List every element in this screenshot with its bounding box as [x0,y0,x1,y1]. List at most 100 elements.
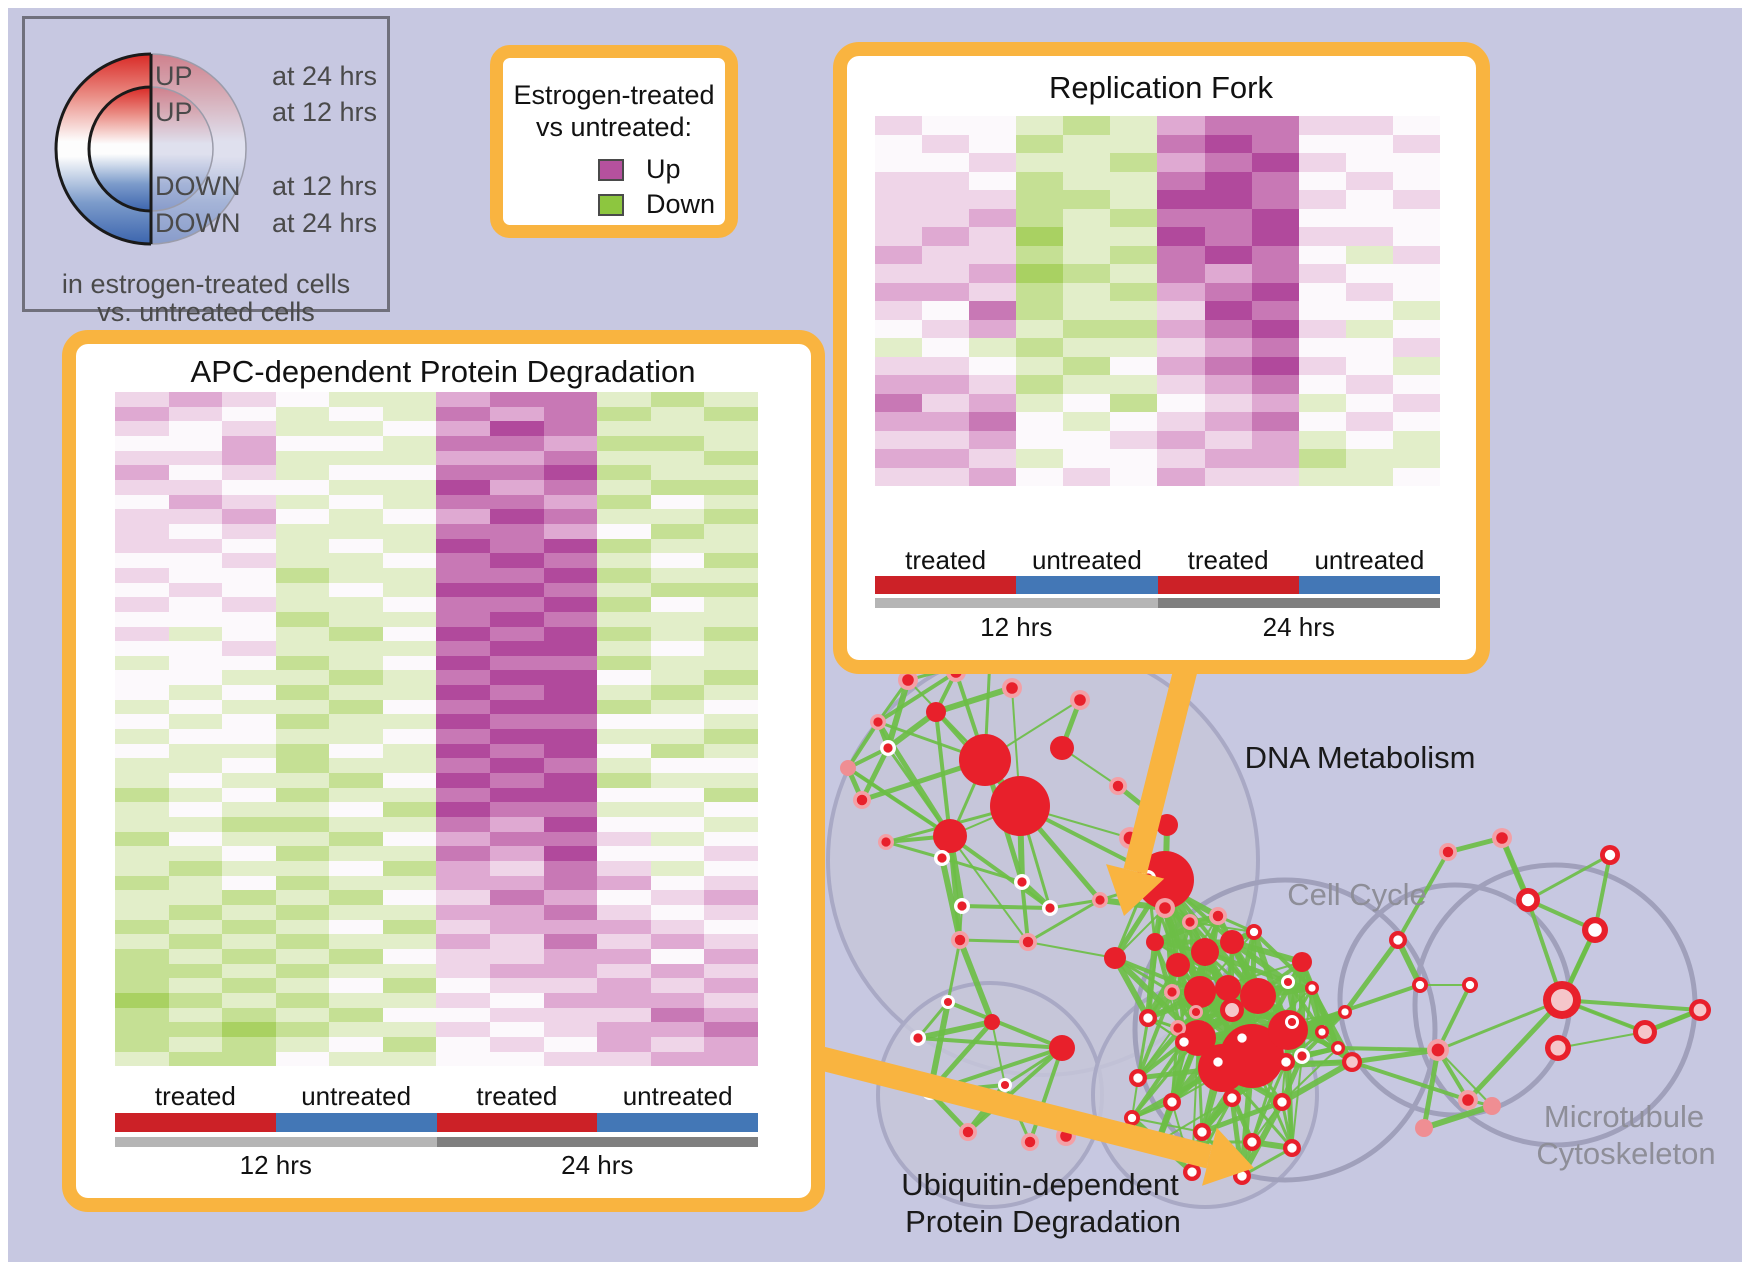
heatmap-cell [543,655,598,671]
heatmap-cell [1298,116,1346,135]
heatmap-cell [490,597,544,612]
heatmap-cell [1298,467,1346,486]
heatmap-cell [704,406,758,422]
heatmap-cell [382,435,437,451]
heatmap-cell [168,1051,223,1067]
heatmap-cell [1298,430,1346,449]
treated-sample-bar [115,1113,276,1132]
heatmap-cell [650,714,705,730]
heatmap-cell [650,861,705,876]
sample-group-label: treated [1187,545,1269,575]
heatmap-cell [275,963,330,979]
network-edge [1027,941,1116,959]
heatmap-row [875,430,1440,449]
heatmap-row [115,699,758,715]
heatmap-row [115,553,758,568]
heatmap-cell [1298,319,1346,338]
heatmap-cell [382,670,437,686]
gene-node-core [1173,1023,1183,1033]
heatmap-cell [490,538,544,554]
heatmap-cell [650,597,705,612]
heatmap-cell [115,538,169,554]
heatmap-cell [1392,375,1440,394]
heatmap-cell [115,553,169,568]
heatmap-cell [168,523,223,539]
gene-node-solid [984,1014,1000,1030]
gene-node-core [1297,1051,1307,1061]
heatmap-cell [704,787,758,803]
sample-group-label: untreated [301,1081,412,1111]
heatmap-cell [704,978,758,993]
heatmap-cell [222,758,276,774]
legend-time-down-24: at 24 hrs [271,208,377,238]
heatmap-cell [222,523,276,539]
network-edge [1423,1103,1493,1131]
heatmap-cell [1063,430,1111,449]
network-edge [1557,1031,1646,1049]
gene-node-solid [1215,975,1241,1001]
heatmap-cell [329,1036,383,1052]
heatmap-cell [115,904,169,920]
heatmap-cell [115,479,169,495]
heatmap-cell [597,890,651,905]
heatmap-cell [382,919,437,935]
heatmap-cell [704,538,758,554]
heatmap-cell [543,567,598,583]
heatmap-cell [1392,190,1440,209]
heatmap-cell [382,406,437,422]
heatmap-cell [222,919,276,935]
heatmap-cell [704,758,758,774]
annotation-arrow-head [1106,864,1165,916]
heatmap-cell [275,846,330,861]
heatmap-cell [436,758,491,774]
heatmap-row [875,319,1440,338]
heatmap-cell [222,450,276,466]
heatmap-cell [969,153,1017,172]
heatmap-cell [1063,375,1111,394]
heatmap-cell [275,567,330,583]
heatmap-cell [704,743,758,759]
legend-time-12: at 12 hrs [271,97,377,127]
heatmap-cell [275,978,330,993]
heatmap-cell [168,406,223,422]
heatmap-cell [1298,356,1346,375]
heatmap-cell [875,116,923,135]
heatmap-row [875,264,1440,283]
heatmap-cell [115,714,169,730]
network-edge [1252,930,1314,990]
heatmap-row [115,948,758,964]
heatmap-cell [168,1022,223,1037]
heatmap-cell [1110,338,1158,357]
gene-node-pink-center [1550,1040,1566,1056]
heatmap-cell [275,875,330,891]
gene-node-solid [1220,930,1244,954]
heatmap-cell [1016,116,1064,135]
heatmap-cell [115,1007,169,1023]
heatmap-cell [704,948,758,964]
heatmap-cell [382,685,437,700]
heatmap-cell [222,831,276,847]
heatmap-cell [1016,134,1064,153]
network-edge [947,1000,1063,1050]
heatmap-cell [1157,412,1205,431]
heatmap-cell [969,227,1017,246]
heatmap-cell [922,338,970,357]
heatmap-cell [275,611,330,627]
heatmap-cell [969,171,1017,190]
heatmap-cell [275,685,330,700]
heatmap-cell [436,523,491,539]
heatmap-cell [543,494,598,510]
heatmap-cell [329,450,383,466]
heatmap-cell [490,1007,544,1023]
heatmap-cell [875,393,923,412]
heatmap-cell [329,802,383,818]
heatmap-cell [650,1022,705,1037]
heatmap-cell [115,817,169,832]
heatmap-cell [436,479,491,495]
heatmap-cell [490,948,544,964]
heatmap-cell [1251,264,1299,283]
heatmap-cell [969,430,1017,449]
heatmap-cell [922,356,970,375]
heatmap-cell [875,301,923,320]
heatmap-cell [1063,467,1111,486]
